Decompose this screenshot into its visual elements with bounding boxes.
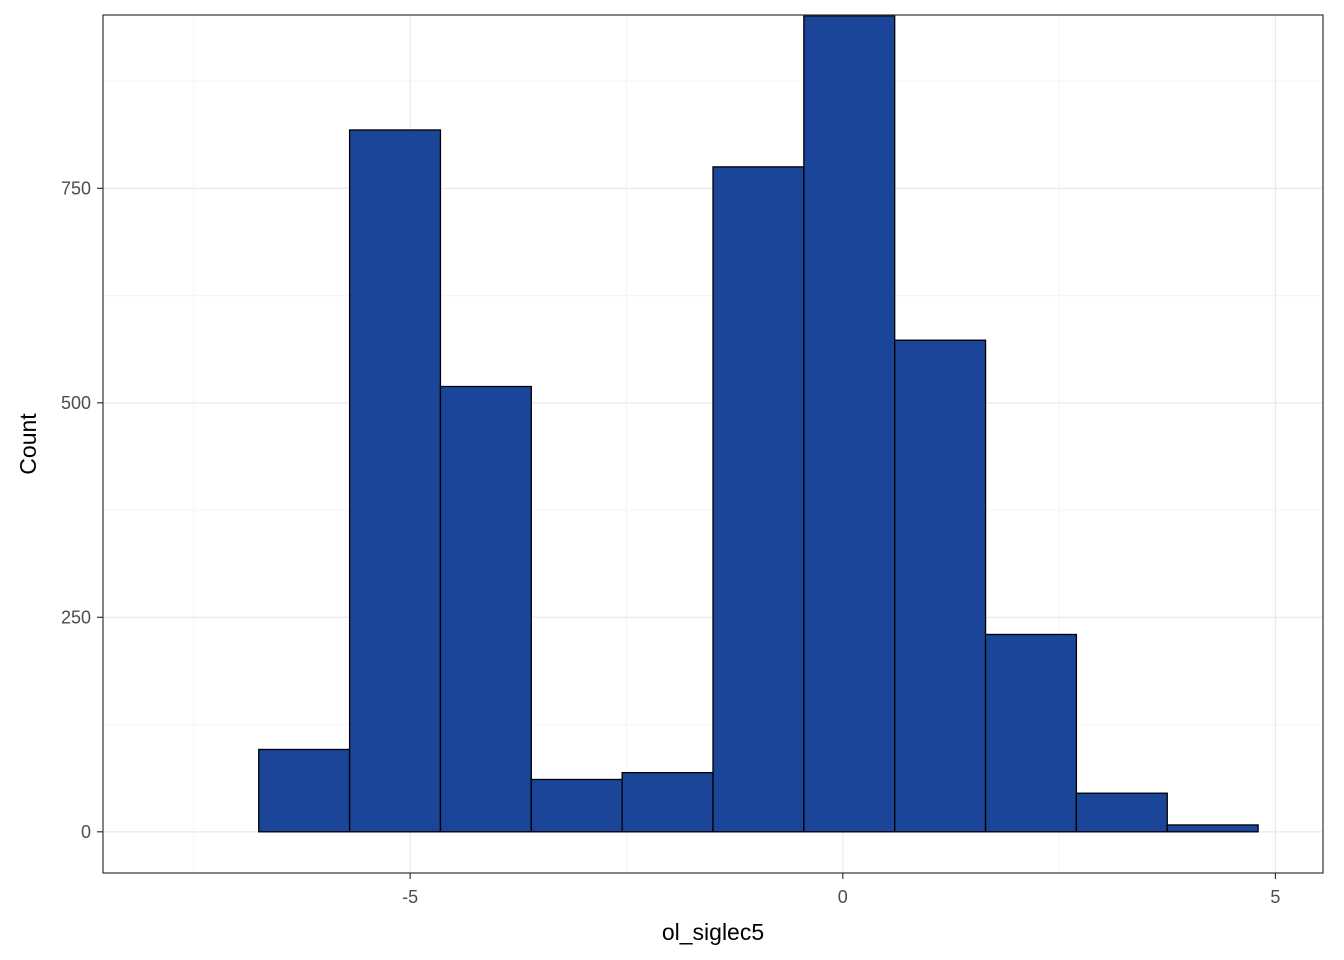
x-axis-title: ol_siglec5 <box>662 919 764 945</box>
histogram-bar-7 <box>803 15 896 833</box>
histogram-bars <box>258 15 1259 833</box>
y-axis: 0 250 500 750 <box>61 178 103 842</box>
histogram-bar-11 <box>1166 824 1259 833</box>
histogram-bar-1 <box>258 748 351 833</box>
x-tick-label-0: -5 <box>402 887 418 907</box>
histogram-bar-2 <box>348 129 442 833</box>
y-tick-label-0: 0 <box>81 822 91 842</box>
histogram-bar-6 <box>712 166 805 833</box>
histogram-bar-10 <box>1075 792 1168 833</box>
x-tick-label-1: 0 <box>838 887 848 907</box>
y-tick-label-1: 250 <box>61 607 91 627</box>
x-tick-label-2: 5 <box>1270 887 1280 907</box>
histogram-bar-3 <box>439 385 532 833</box>
y-tick-label-2: 500 <box>61 393 91 413</box>
histogram-bar-9 <box>984 633 1078 833</box>
histogram-bar-4 <box>530 778 623 833</box>
x-axis: -5 0 5 <box>402 873 1280 907</box>
panel-border <box>102 14 1324 874</box>
y-tick-label-3: 750 <box>61 178 91 198</box>
histogram-bar-5 <box>621 771 714 833</box>
y-axis-title: Count <box>15 413 41 475</box>
histogram-bar-8 <box>894 339 987 833</box>
